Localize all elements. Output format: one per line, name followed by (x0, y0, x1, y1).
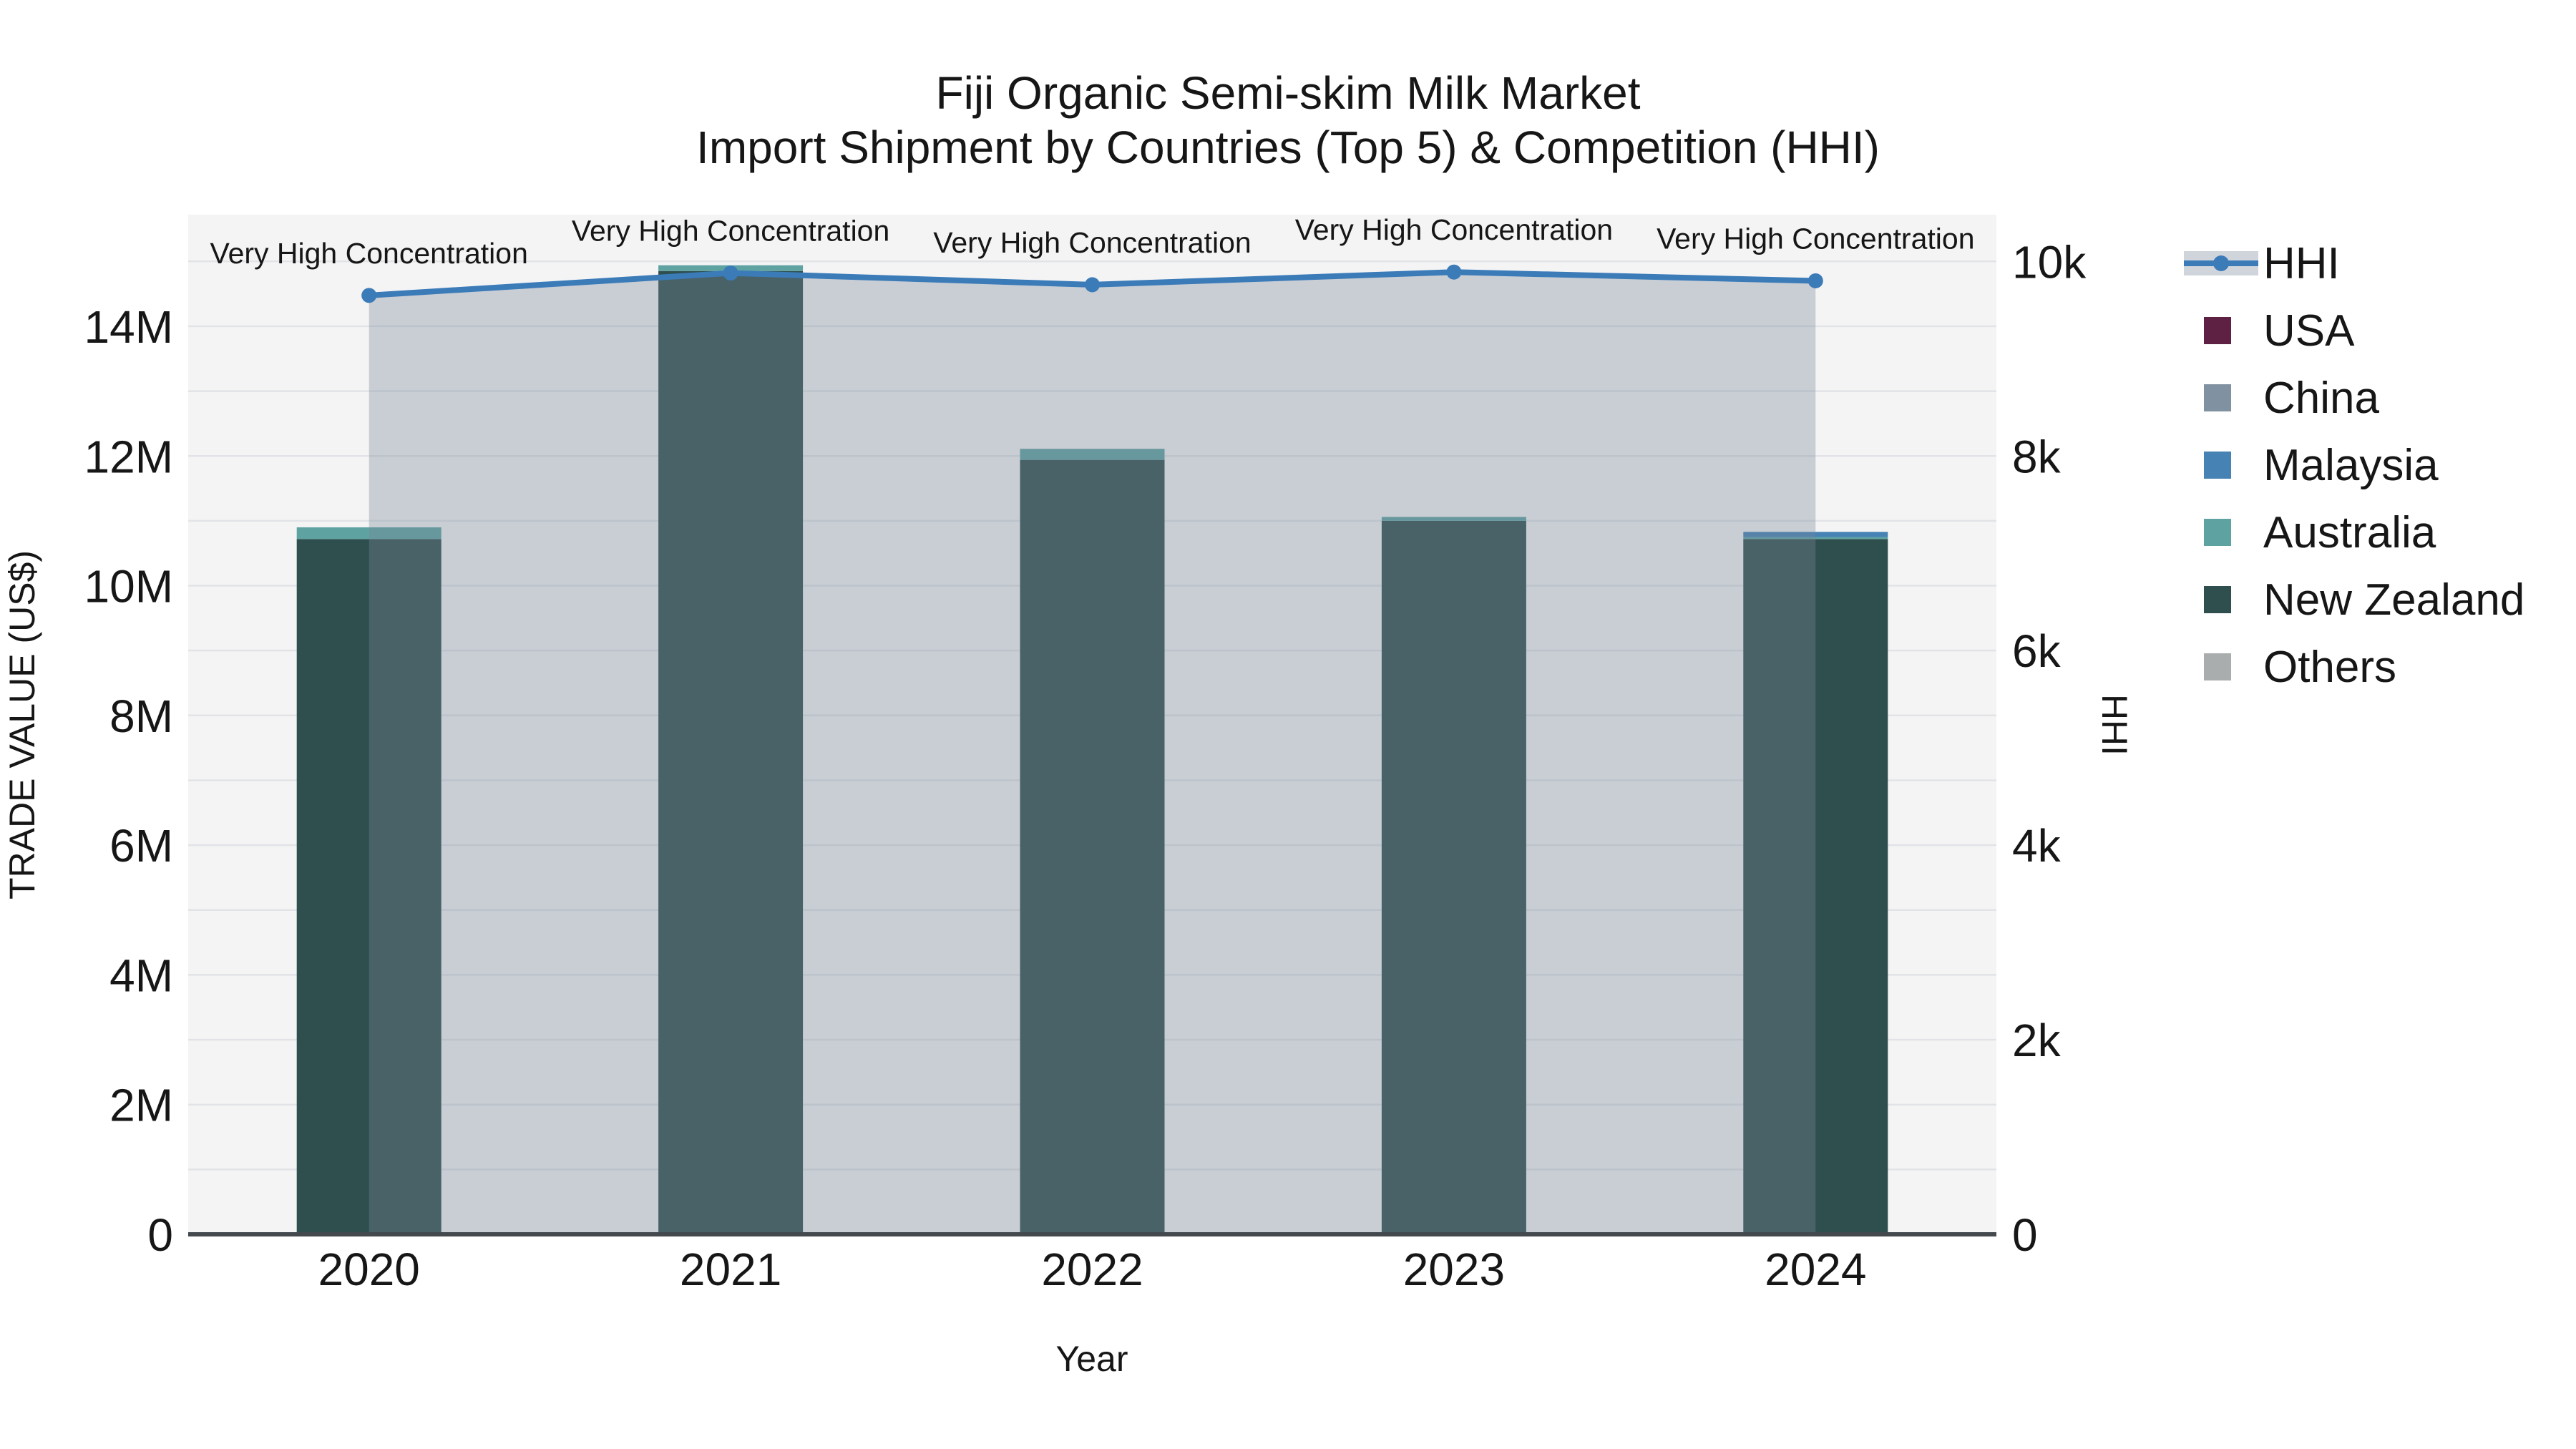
y-tick-right-4k: 4k (2012, 820, 2062, 872)
x-tick-2022: 2022 (1041, 1244, 1143, 1295)
annotations: Very High Concentration Very High Concent… (210, 213, 1974, 270)
legend-item-australia[interactable]: Australia (2184, 499, 2524, 566)
legend-label: USA (2263, 306, 2355, 356)
hhi-marker-2024[interactable] (1807, 273, 1823, 288)
x-tick-2021: 2021 (680, 1244, 781, 1295)
bar-segment-new-zealand-2023[interactable] (1381, 520, 1526, 1234)
tick-labels: 0 2M 4M 6M 8M 10M 12M 14M 0 2k 4k 6k 8k 10k 2020 2021 20… (84, 236, 2087, 1295)
legend-swatch-icon (2184, 384, 2263, 412)
legend-label: New Zealand (2263, 575, 2525, 625)
annotation-2020: Very High Concentration (210, 237, 527, 270)
legend-item-usa[interactable]: USA (2184, 297, 2524, 364)
y-tick-right-0: 0 (2012, 1209, 2038, 1261)
y-tick-left-6M: 6M (109, 820, 173, 872)
legend-label: Malaysia (2263, 440, 2439, 490)
legend-swatch-icon (2184, 518, 2263, 547)
x-tick-2024: 2024 (1765, 1244, 1866, 1295)
legend-item-new-zealand[interactable]: New Zealand (2184, 566, 2524, 633)
y-tick-left-0: 0 (147, 1209, 173, 1261)
y-tick-left-8M: 8M (109, 691, 173, 742)
bar-segment-australia-2022[interactable] (1020, 449, 1165, 460)
hhi-marker-2020[interactable] (361, 288, 377, 303)
y-tick-right-8k: 8k (2012, 431, 2062, 482)
bar-segment-australia-2024[interactable] (1743, 537, 1888, 540)
legend-color-swatch (2204, 653, 2231, 680)
legend-color-swatch (2204, 384, 2231, 411)
legend-item-hhi[interactable]: HHI (2184, 230, 2524, 297)
legend-color-swatch (2204, 317, 2231, 344)
y-tick-left-2M: 2M (109, 1080, 173, 1131)
chart-title-line1: Fiji Organic Semi-skim Milk Market (936, 67, 1641, 119)
legend-swatch-icon (2184, 316, 2263, 345)
legend-label: HHI (2263, 238, 2340, 288)
annotation-2023: Very High Concentration (1295, 213, 1613, 246)
stacked-bars (296, 265, 1888, 1235)
annotation-2024: Very High Concentration (1657, 222, 1974, 255)
legend-item-others[interactable]: Others (2184, 633, 2524, 701)
legend-color-swatch (2204, 586, 2231, 613)
hhi-marker-2021[interactable] (723, 265, 738, 281)
bar-segment-australia-2020[interactable] (296, 527, 441, 540)
legend-color-swatch (2204, 452, 2231, 479)
legend-label: China (2263, 373, 2379, 423)
x-axis-title: Year (1055, 1339, 1128, 1379)
hhi-line (361, 264, 1823, 303)
hhi-area-fill (369, 272, 1816, 1234)
y-tick-right-6k: 6k (2012, 625, 2062, 677)
y-axis-title-right: HHI (2094, 694, 2135, 756)
bar-segment-malaysia-2024[interactable] (1743, 532, 1888, 537)
bar-segment-new-zealand-2022[interactable] (1020, 459, 1165, 1235)
legend-swatch-icon (2184, 451, 2263, 479)
legend-item-malaysia[interactable]: Malaysia (2184, 431, 2524, 499)
legend: HHI USA China Malaysia Australia New Zealand O… (2184, 230, 2524, 701)
y-tick-left-4M: 4M (109, 950, 173, 1001)
x-tick-2023: 2023 (1403, 1244, 1505, 1295)
y-tick-right-10k: 10k (2012, 236, 2087, 288)
bar-segment-new-zealand-2020[interactable] (296, 539, 441, 1234)
annotation-2022: Very High Concentration (933, 226, 1251, 259)
legend-label: Others (2263, 642, 2397, 692)
hhi-area (369, 272, 1816, 1234)
y-tick-left-10M: 10M (84, 561, 174, 613)
hhi-marker-2023[interactable] (1446, 264, 1462, 280)
hhi-marker-2022[interactable] (1085, 277, 1100, 293)
bar-segment-new-zealand-2024[interactable] (1743, 539, 1888, 1234)
legend-color-swatch (2204, 519, 2231, 546)
legend-item-china[interactable]: China (2184, 364, 2524, 431)
chart-title-line2: Import Shipment by Countries (Top 5) & C… (696, 122, 1880, 173)
legend-label: Australia (2263, 507, 2436, 557)
y-tick-left-12M: 12M (84, 431, 174, 482)
x-tick-2020: 2020 (318, 1244, 420, 1295)
legend-marker-dot (2213, 255, 2229, 271)
legend-swatch-icon (2184, 653, 2263, 681)
bar-segment-australia-2023[interactable] (1381, 517, 1526, 521)
legend-line-sample-icon (2184, 249, 2263, 278)
legend-swatch-icon (2184, 585, 2263, 614)
bar-segment-new-zealand-2021[interactable] (658, 270, 804, 1234)
y-axis-title-left: TRADE VALUE (US$) (2, 550, 42, 899)
y-tick-left-14M: 14M (84, 301, 174, 353)
annotation-2021: Very High Concentration (572, 215, 889, 248)
y-tick-right-2k: 2k (2012, 1015, 2062, 1066)
